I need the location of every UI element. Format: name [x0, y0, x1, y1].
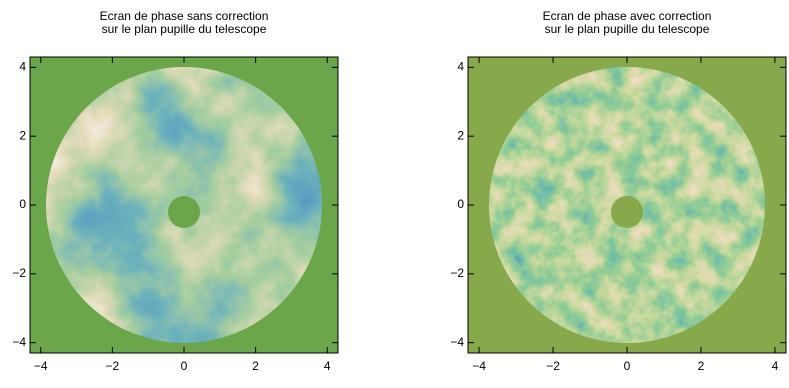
y-tick-label: 0 [19, 197, 26, 211]
chart-title: sur le plan pupille du telescope [102, 22, 267, 36]
chart-title: Ecran de phase sans correction [100, 9, 269, 23]
x-tick-label: 0 [624, 359, 631, 373]
x-tick-label: −4 [34, 359, 48, 373]
y-tick-label: 0 [457, 197, 464, 211]
y-tick-label: 2 [457, 128, 464, 142]
y-tick-label: −2 [12, 266, 26, 280]
y-tick-label: −4 [12, 335, 26, 349]
panel-left [29, 56, 339, 354]
x-tick-label: −4 [472, 359, 486, 373]
x-tick-label: −2 [106, 359, 120, 373]
x-tick-label: 2 [698, 359, 705, 373]
central-obstruction [611, 196, 643, 228]
chart-title: sur le plan pupille du telescope [545, 22, 710, 36]
central-obstruction [168, 196, 200, 228]
x-tick-label: 4 [324, 359, 331, 373]
x-tick-label: 2 [252, 359, 259, 373]
y-tick-label: −4 [450, 335, 464, 349]
chart-title: Ecran de phase avec correction [543, 9, 712, 23]
x-tick-label: 0 [181, 359, 188, 373]
x-tick-label: 4 [772, 359, 779, 373]
y-tick-label: −2 [450, 266, 464, 280]
y-tick-label: 4 [19, 59, 26, 73]
x-tick-label: −2 [546, 359, 560, 373]
y-tick-label: 2 [19, 128, 26, 142]
y-tick-label: 4 [457, 59, 464, 73]
panel-right [467, 56, 787, 354]
